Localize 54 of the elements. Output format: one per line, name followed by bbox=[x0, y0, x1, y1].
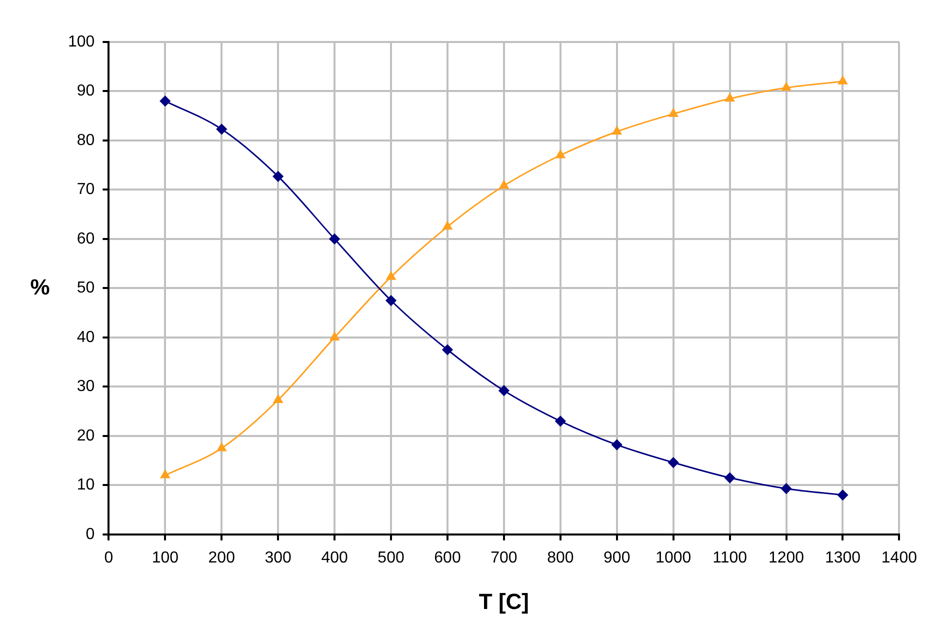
x-tick-label: 1000 bbox=[656, 549, 692, 566]
point bbox=[386, 272, 396, 280]
point bbox=[724, 472, 736, 484]
point bbox=[386, 295, 396, 306]
point bbox=[781, 483, 792, 494]
y-tick-label: 50 bbox=[76, 280, 95, 297]
x-tick-label: 800 bbox=[547, 549, 574, 566]
y-tick-label: 20 bbox=[76, 427, 95, 444]
point bbox=[668, 108, 678, 117]
point bbox=[160, 470, 170, 478]
point bbox=[498, 385, 510, 396]
x-tick-label: 500 bbox=[378, 549, 404, 566]
y-tick-label: 100 bbox=[68, 33, 95, 50]
y-tick-label: 0 bbox=[86, 526, 95, 543]
x-tick-label: 900 bbox=[604, 549, 630, 566]
x-tick-label: 1200 bbox=[768, 549, 804, 566]
point bbox=[612, 440, 622, 450]
point bbox=[782, 82, 791, 91]
point bbox=[329, 234, 340, 244]
y-tick-label: 60 bbox=[76, 230, 95, 248]
y-tick-label: 80 bbox=[76, 132, 95, 149]
point bbox=[272, 171, 284, 182]
x-tick-label: 1400 bbox=[881, 549, 918, 566]
x-tick-label: 1100 bbox=[712, 549, 748, 566]
x-tick-label: 400 bbox=[321, 549, 348, 566]
x-tick-label: 300 bbox=[264, 549, 292, 566]
point bbox=[725, 93, 734, 102]
point bbox=[273, 394, 283, 403]
point bbox=[216, 442, 226, 452]
y-axis-title: % bbox=[30, 274, 50, 300]
point bbox=[160, 96, 170, 106]
point bbox=[216, 124, 227, 134]
point bbox=[555, 416, 566, 426]
x-axis-title: T [C] bbox=[478, 588, 529, 614]
point bbox=[612, 126, 622, 135]
point bbox=[442, 344, 453, 355]
x-tick-label: 200 bbox=[208, 549, 236, 566]
y-tick-label: 40 bbox=[76, 328, 95, 346]
y-tick-label: 90 bbox=[76, 82, 95, 100]
y-tick-label: 30 bbox=[76, 378, 95, 396]
y-tick-label: 70 bbox=[76, 181, 95, 198]
x-tick-label: 1300 bbox=[824, 549, 861, 566]
point bbox=[442, 221, 452, 230]
x-tick-label: 100 bbox=[152, 549, 179, 566]
point bbox=[556, 150, 566, 158]
x-tick-label: 700 bbox=[490, 549, 518, 566]
y-tick-label: 10 bbox=[76, 476, 95, 494]
point bbox=[668, 457, 679, 468]
x-tick-label: 600 bbox=[434, 549, 461, 566]
point bbox=[837, 490, 848, 500]
point bbox=[838, 76, 848, 84]
point bbox=[330, 332, 340, 340]
x-tick-label: 0 bbox=[104, 549, 114, 566]
point bbox=[499, 180, 509, 189]
